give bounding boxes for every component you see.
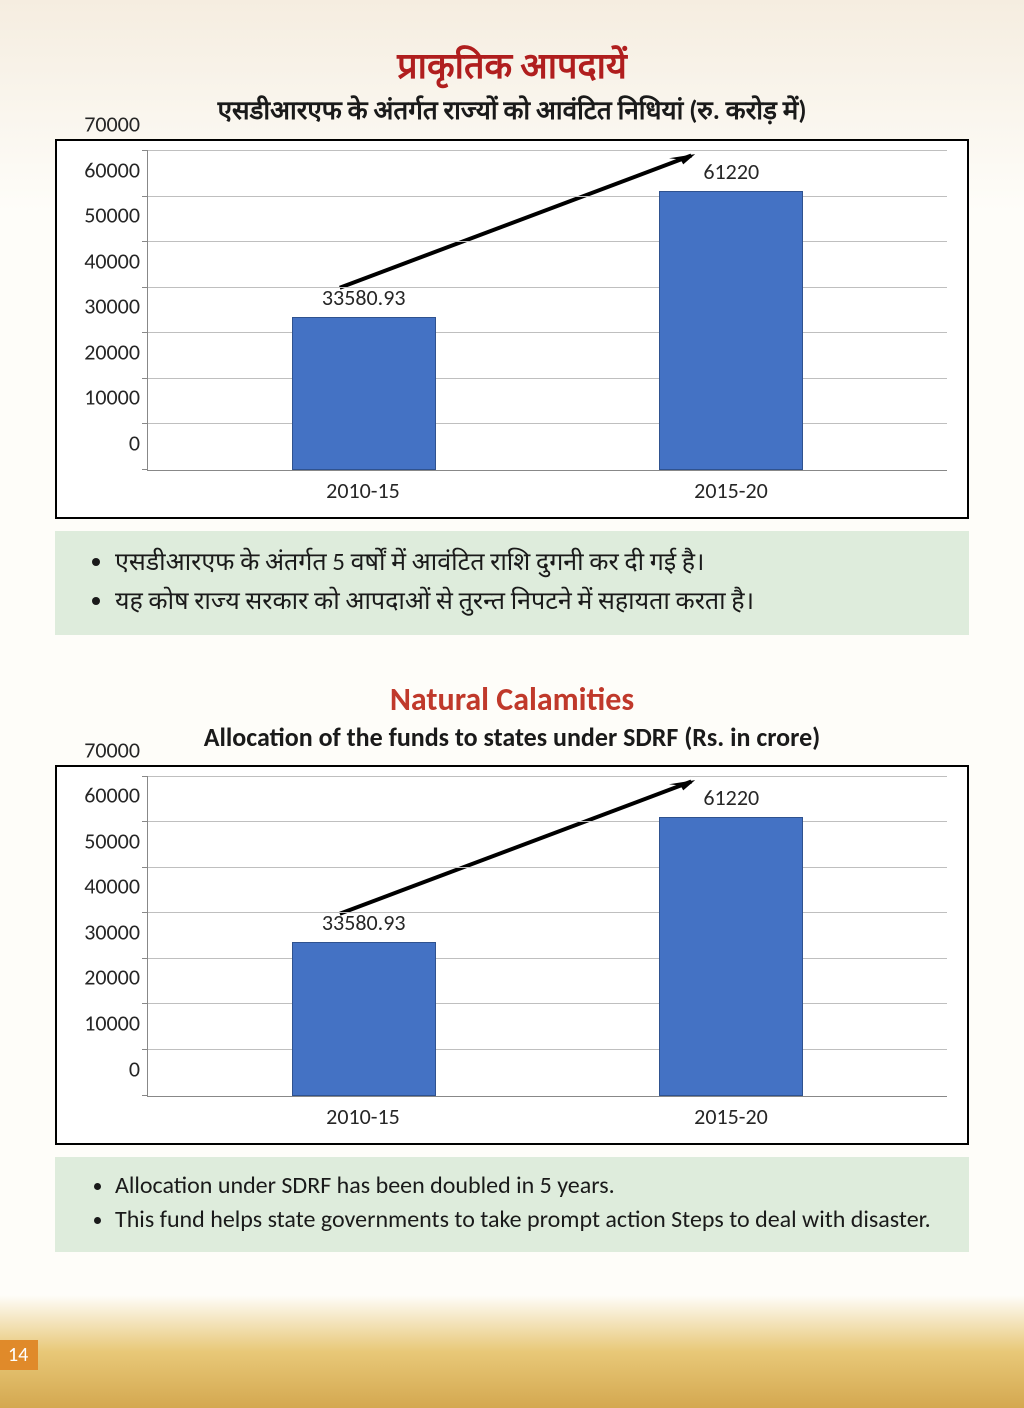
chart-bar: [292, 317, 436, 470]
chart-tickmark: [142, 776, 148, 777]
chart-tickmark: [142, 469, 148, 470]
chart-tickmark: [142, 196, 148, 197]
chart-bar-label: 61220: [631, 784, 831, 811]
chart-tickmark: [142, 241, 148, 242]
chart-gridline: [148, 378, 947, 379]
chart-bar-label: 33580.93: [264, 909, 464, 936]
chart-bar: [659, 191, 803, 470]
chart-tickmark: [142, 821, 148, 822]
chart-ytick: 40000: [68, 873, 140, 900]
chart-ytick: 10000: [68, 1009, 140, 1036]
english-title: Natural Calamities: [55, 680, 969, 719]
chart-ytick: 50000: [68, 202, 140, 229]
chart-gridline: [148, 1003, 947, 1004]
chart-tickmark: [142, 378, 148, 379]
chart-tickmark: [142, 287, 148, 288]
english-section: Natural Calamities Allocation of the fun…: [55, 680, 969, 1253]
chart-ytick: 20000: [68, 338, 140, 365]
chart-ytick: 50000: [68, 827, 140, 854]
chart-bar-label: 33580.93: [264, 284, 464, 311]
chart-tickmark: [142, 150, 148, 151]
chart-gridline: [148, 196, 947, 197]
chart-bar-label: 61220: [631, 158, 831, 185]
chart-ytick: 40000: [68, 247, 140, 274]
english-chart: 0100002000030000400005000060000700003358…: [55, 765, 969, 1145]
chart-ytick: 10000: [68, 384, 140, 411]
chart-gridline: [148, 776, 947, 777]
chart-tickmark: [142, 423, 148, 424]
chart-gridline: [148, 332, 947, 333]
chart-ytick: 60000: [68, 156, 140, 183]
chart-bar: [659, 817, 803, 1096]
chart-gridline: [148, 958, 947, 959]
hindi-chart: 0100002000030000400005000060000700003358…: [55, 139, 969, 519]
chart-xlabel: 2010-15: [263, 477, 463, 504]
hindi-section: प्राकृतिक आपदायें एसडीआरएफ के अंतर्गत रा…: [55, 40, 969, 635]
chart-plot-area: 0100002000030000400005000060000700003358…: [147, 151, 947, 471]
chart-tickmark: [142, 1003, 148, 1004]
chart-tickmark: [142, 1049, 148, 1050]
chart-gridline: [148, 241, 947, 242]
chart-tickmark: [142, 332, 148, 333]
chart-ytick: 0: [68, 430, 140, 457]
chart-tickmark: [142, 867, 148, 868]
chart-tickmark: [142, 958, 148, 959]
chart-tickmark: [142, 1095, 148, 1096]
chart-ytick: 60000: [68, 782, 140, 809]
chart-plot-area: 0100002000030000400005000060000700003358…: [147, 777, 947, 1097]
bullet-item: This fund helps state governments to tak…: [115, 1203, 951, 1238]
bullet-item: यह कोष राज्य सरकार को आपदाओं से तुरन्त न…: [115, 582, 951, 621]
chart-ytick: 30000: [68, 293, 140, 320]
chart-tickmark: [142, 912, 148, 913]
bullet-item: एसडीआरएफ के अंतर्गत 5 वर्षों में आवंटित …: [115, 543, 951, 582]
hindi-title: प्राकृतिक आपदायें: [55, 40, 969, 89]
english-bullets: Allocation under SDRF has been doubled i…: [55, 1157, 969, 1253]
chart-ytick: 70000: [68, 736, 140, 763]
chart-bar: [292, 942, 436, 1095]
page-number: 14: [0, 1340, 38, 1370]
hindi-bullets: एसडीआरएफ के अंतर्गत 5 वर्षों में आवंटित …: [55, 531, 969, 635]
chart-gridline: [148, 821, 947, 822]
chart-xlabel: 2010-15: [263, 1103, 463, 1130]
chart-x-axis: 2010-15 2015-20: [147, 1097, 947, 1133]
chart-xlabel: 2015-20: [631, 477, 831, 504]
chart-x-axis: 2010-15 2015-20: [147, 471, 947, 507]
chart-ytick: 0: [68, 1055, 140, 1082]
hindi-subtitle: एसडीआरएफ के अंतर्गत राज्यों को आवंटित नि…: [55, 91, 969, 127]
bullet-item: Allocation under SDRF has been doubled i…: [115, 1169, 951, 1204]
chart-ytick: 20000: [68, 964, 140, 991]
english-subtitle: Allocation of the funds to states under …: [55, 721, 969, 753]
chart-ytick: 30000: [68, 918, 140, 945]
chart-gridline: [148, 150, 947, 151]
chart-gridline: [148, 1049, 947, 1050]
chart-xlabel: 2015-20: [631, 1103, 831, 1130]
chart-gridline: [148, 867, 947, 868]
chart-ytick: 70000: [68, 111, 140, 138]
chart-gridline: [148, 423, 947, 424]
